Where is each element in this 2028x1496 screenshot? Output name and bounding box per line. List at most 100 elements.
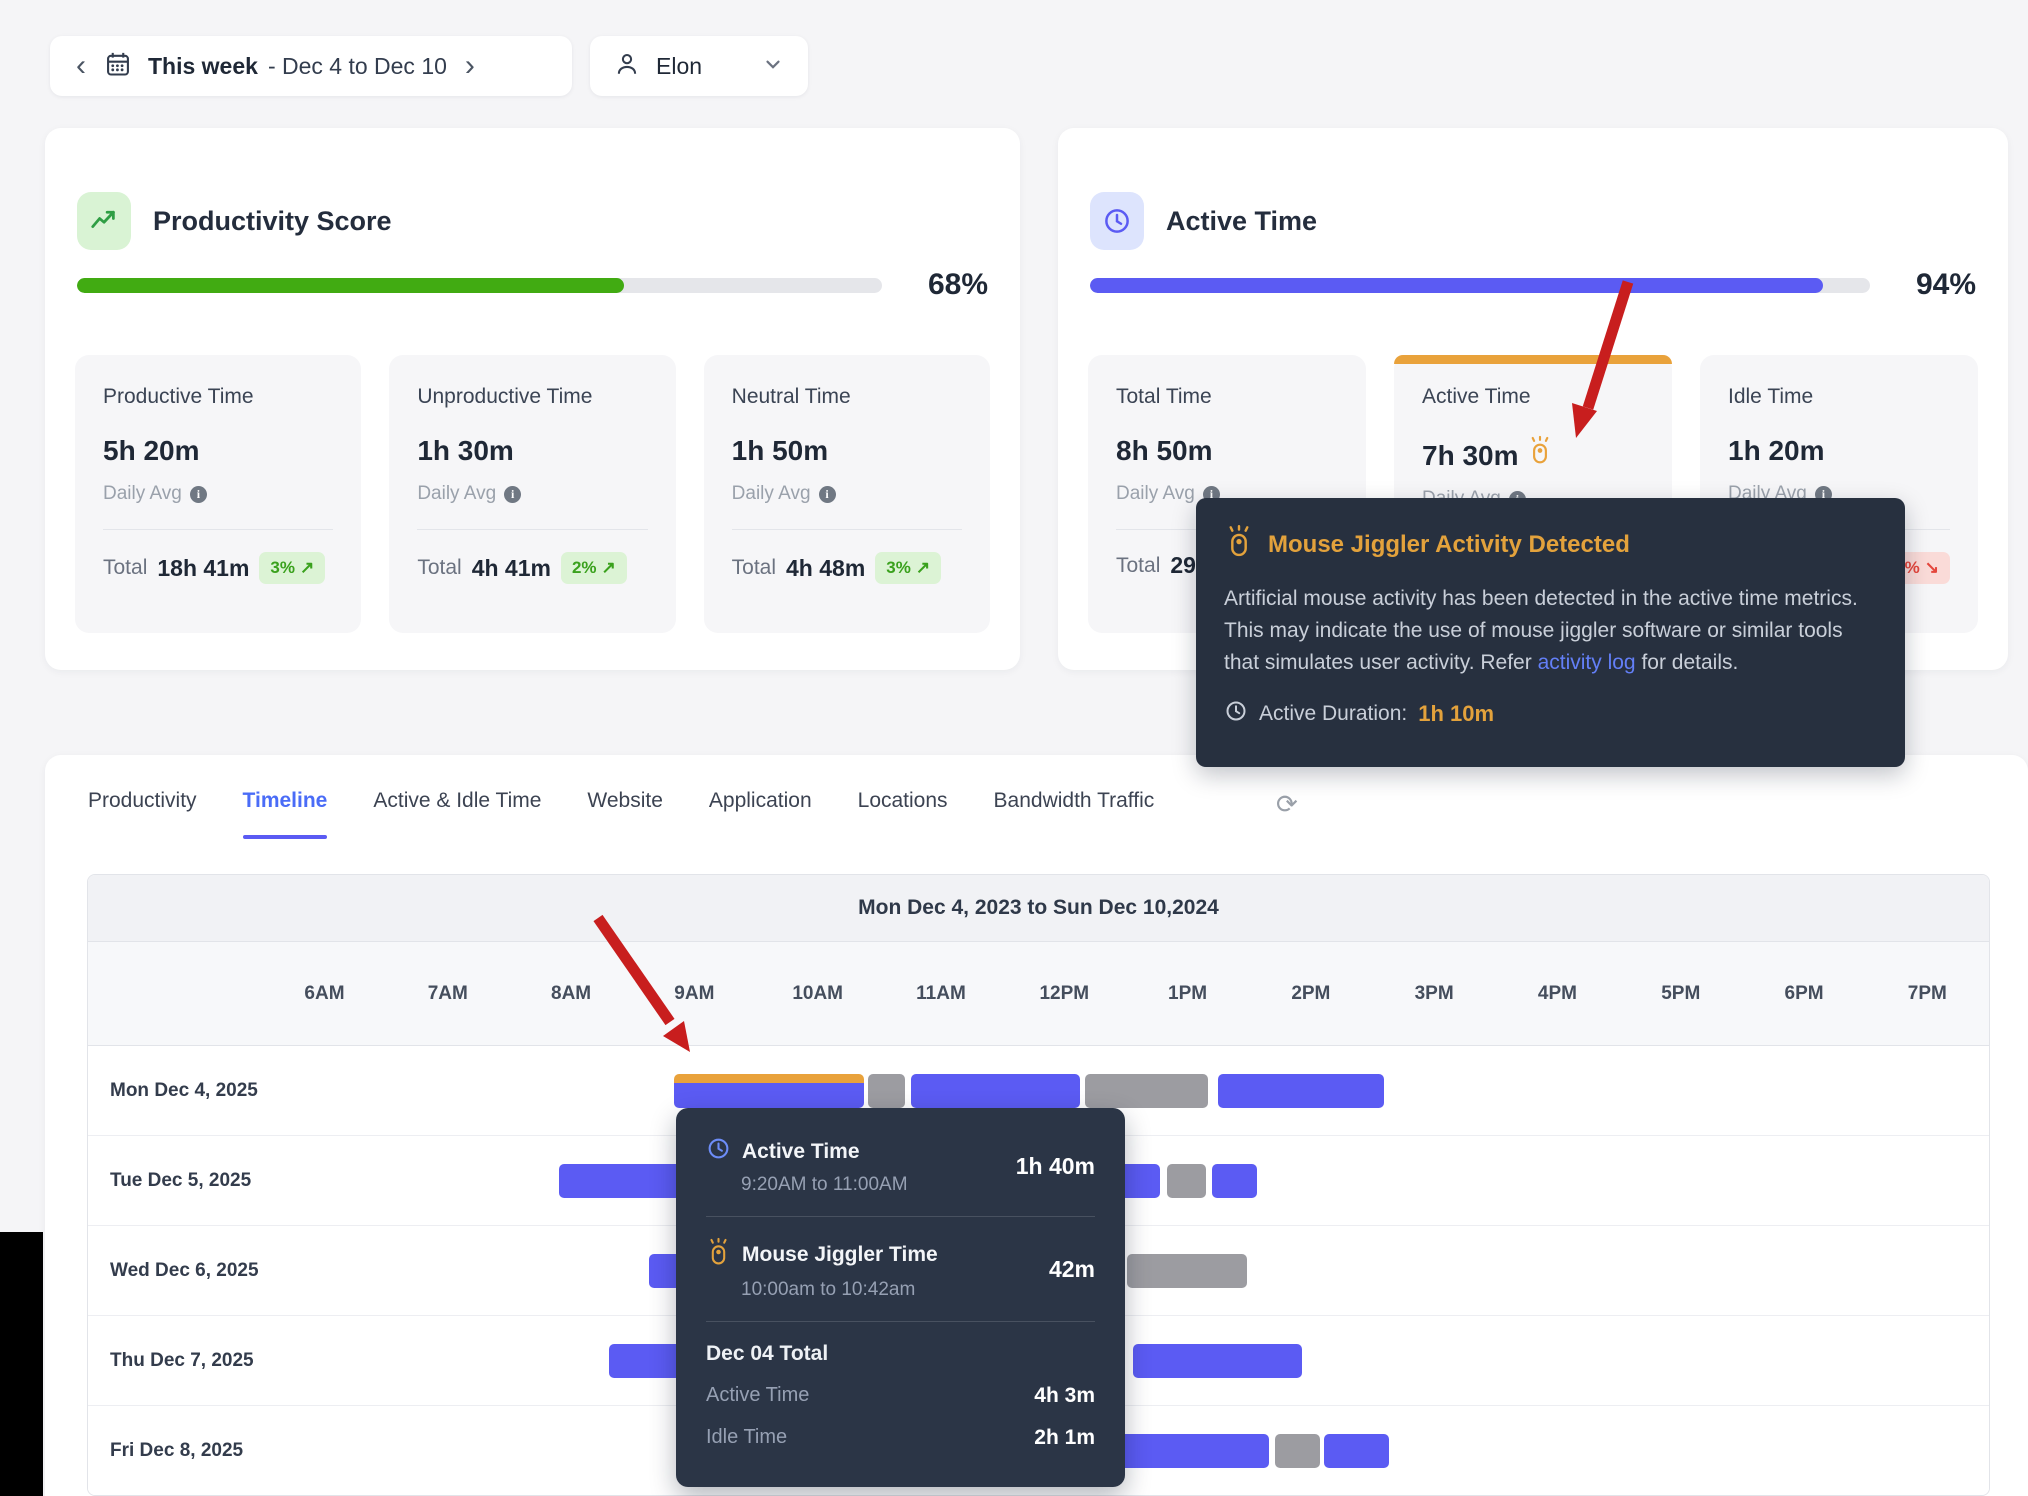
- timeline-bar-idle[interactable]: [1275, 1434, 1319, 1468]
- calendar-icon: [104, 50, 132, 83]
- jiggler-tooltip-title: Mouse Jiggler Activity Detected: [1268, 531, 1630, 559]
- clock-icon: [1224, 699, 1248, 729]
- unproductive-time-card[interactable]: Unproductive Time 1h 30m Daily Avgi Tota…: [389, 355, 675, 633]
- total-label: Total: [417, 556, 461, 580]
- tab-active-idle-time[interactable]: Active & Idle Time: [373, 789, 541, 817]
- hours-header-spacer: [88, 942, 263, 1045]
- hour-label: 8AM: [509, 942, 632, 1045]
- user-select[interactable]: Elon: [590, 36, 808, 96]
- timeline-bar-idle[interactable]: [868, 1074, 905, 1108]
- screen-edge-black-region: [0, 1232, 43, 1496]
- divider: [103, 529, 333, 530]
- timeline-bar-active[interactable]: [1218, 1074, 1383, 1108]
- neutral-time-card[interactable]: Neutral Time 1h 50m Daily Avgi Total 4h …: [704, 355, 990, 633]
- date-range-picker[interactable]: ‹ This week - Dec 4 to Dec 10 ›: [50, 36, 572, 96]
- activity-log-link[interactable]: activity log: [1538, 651, 1636, 674]
- metric-value: 1h 30m: [417, 435, 647, 467]
- tab-application[interactable]: Application: [709, 789, 812, 817]
- trend-badge: 3%↗: [875, 552, 941, 584]
- hour-label: 4PM: [1496, 942, 1619, 1045]
- clock-icon: [706, 1136, 731, 1167]
- refresh-icon[interactable]: ⟳: [1276, 789, 1298, 820]
- tab-bandwidth-traffic[interactable]: Bandwidth Traffic: [994, 789, 1155, 817]
- hour-label: 6PM: [1742, 942, 1865, 1045]
- hour-label: 1PM: [1126, 942, 1249, 1045]
- trend-down-icon: ↘: [1925, 558, 1939, 578]
- hour-label: 3PM: [1373, 942, 1496, 1045]
- timeline-row-date: Wed Dec 6, 2025: [110, 1226, 259, 1315]
- timeline-bar-active[interactable]: [1133, 1344, 1302, 1378]
- timeline-bar-jiggler[interactable]: [674, 1074, 864, 1108]
- timeline-bar-idle[interactable]: [1085, 1074, 1208, 1108]
- active-progress-fill: [1090, 278, 1823, 293]
- timeline-row-date: Thu Dec 7, 2025: [110, 1316, 254, 1405]
- productivity-score-card: Productivity Score 68% Productive Time 5…: [45, 128, 1020, 670]
- tooltip-active-value: 1h 40m: [1016, 1153, 1095, 1180]
- productivity-progress-track: [77, 278, 882, 293]
- active-card-title: Active Time: [1166, 206, 1317, 237]
- trending-up-icon: [77, 192, 131, 250]
- mouse-jiggler-icon: [1527, 435, 1553, 472]
- metric-label: Total Time: [1116, 385, 1338, 409]
- tab-timeline[interactable]: Timeline: [243, 789, 328, 817]
- info-icon[interactable]: i: [190, 486, 207, 503]
- report-tabs: Productivity Timeline Active & Idle Time We…: [88, 789, 1154, 817]
- tab-website[interactable]: Website: [587, 789, 662, 817]
- tooltip-total-active-value: 4h 3m: [1034, 1384, 1095, 1408]
- productivity-card-title: Productivity Score: [153, 206, 392, 237]
- tooltip-jiggler-label: Mouse Jiggler Time: [742, 1243, 938, 1267]
- date-range-label: - Dec 4 to Dec 10: [268, 53, 447, 80]
- tooltip-total-idle-label: Idle Time: [706, 1426, 787, 1450]
- total-label: Total: [732, 556, 776, 580]
- hour-label: 2PM: [1249, 942, 1372, 1045]
- trend-badge: 3%↗: [259, 552, 325, 584]
- metric-label: Idle Time: [1728, 385, 1950, 409]
- metric-value: 5h 20m: [103, 435, 333, 467]
- active-duration-value: 1h 10m: [1418, 701, 1494, 727]
- metric-label: Unproductive Time: [417, 385, 647, 409]
- hour-label: 5PM: [1619, 942, 1742, 1045]
- total-value: 18h 41m: [157, 555, 249, 582]
- info-icon[interactable]: i: [819, 486, 836, 503]
- metric-value: 1h 50m: [732, 435, 962, 467]
- divider: [706, 1321, 1095, 1322]
- tooltip-jiggler-value: 42m: [1049, 1256, 1095, 1283]
- total-value: 4h 41m: [472, 555, 551, 582]
- timeline-bar-tooltip: Active Time 9:20AM to 11:00AM 1h 40m Mou…: [676, 1108, 1125, 1487]
- trend-up-icon: ↗: [602, 558, 616, 578]
- hour-label: 12PM: [1003, 942, 1126, 1045]
- divider: [417, 529, 647, 530]
- metric-value: 8h 50m: [1116, 435, 1338, 467]
- productivity-card-header: Productivity Score: [77, 192, 392, 250]
- productive-time-card[interactable]: Productive Time 5h 20m Daily Avgi Total …: [75, 355, 361, 633]
- person-icon: [614, 51, 640, 82]
- info-icon[interactable]: i: [504, 486, 521, 503]
- trend-up-icon: ↗: [300, 558, 314, 578]
- timeline-bar-idle[interactable]: [1167, 1164, 1206, 1198]
- metric-value: 7h 30m: [1422, 440, 1519, 472]
- hour-label: 6AM: [263, 942, 386, 1045]
- timeline-row-date: Tue Dec 5, 2025: [110, 1136, 251, 1225]
- tab-productivity[interactable]: Productivity: [88, 789, 197, 817]
- timeline-bar-active[interactable]: [1324, 1434, 1388, 1468]
- mouse-jiggler-tooltip: Mouse Jiggler Activity Detected Artifici…: [1196, 498, 1905, 767]
- tab-locations[interactable]: Locations: [858, 789, 948, 817]
- active-percent: 94%: [1898, 268, 1976, 302]
- productivity-progress-fill: [77, 278, 624, 293]
- prev-week-button[interactable]: ‹: [74, 51, 88, 81]
- tooltip-active-label: Active Time: [742, 1140, 860, 1164]
- timeline-bar-idle[interactable]: [1127, 1254, 1247, 1288]
- tooltip-total-active-label: Active Time: [706, 1384, 809, 1408]
- active-progress: 94%: [1090, 268, 1976, 302]
- active-card-header: Active Time: [1090, 192, 1317, 250]
- metric-label: Neutral Time: [732, 385, 962, 409]
- total-label: Total: [103, 556, 147, 580]
- timeline-row-date: Mon Dec 4, 2025: [110, 1046, 258, 1135]
- timeline-bar-active[interactable]: [1212, 1164, 1256, 1198]
- divider: [732, 529, 962, 530]
- tooltip-total-title: Dec 04 Total: [706, 1342, 1095, 1366]
- divider: [706, 1216, 1095, 1217]
- timeline-bar-active[interactable]: [911, 1074, 1080, 1108]
- active-duration-label: Active Duration:: [1259, 702, 1407, 726]
- next-week-button[interactable]: ›: [463, 51, 477, 81]
